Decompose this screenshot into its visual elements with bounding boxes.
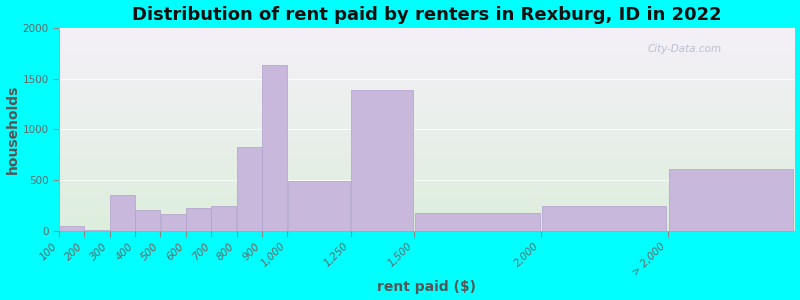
- Title: Distribution of rent paid by renters in Rexburg, ID in 2022: Distribution of rent paid by renters in …: [132, 6, 722, 24]
- Bar: [262, 65, 287, 231]
- Bar: [186, 208, 211, 231]
- Bar: [110, 195, 135, 231]
- Bar: [237, 146, 262, 231]
- Y-axis label: households: households: [6, 85, 19, 174]
- Bar: [135, 210, 160, 231]
- Bar: [669, 169, 793, 231]
- X-axis label: rent paid ($): rent paid ($): [378, 280, 476, 294]
- Bar: [542, 206, 666, 231]
- Bar: [288, 181, 350, 231]
- Bar: [161, 214, 186, 231]
- Bar: [211, 206, 236, 231]
- Bar: [415, 213, 539, 231]
- Text: City-Data.com: City-Data.com: [647, 44, 722, 54]
- Bar: [351, 90, 414, 231]
- Bar: [59, 226, 84, 231]
- Bar: [85, 230, 110, 231]
